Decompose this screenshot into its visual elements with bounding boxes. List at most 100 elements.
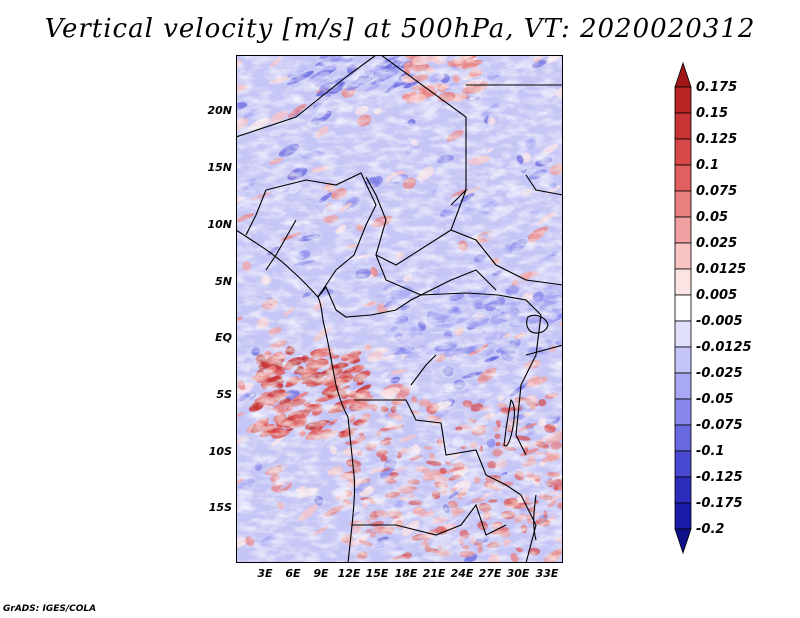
x-tick-label: 24E <box>450 567 474 580</box>
field-patch <box>416 166 435 182</box>
field-patch <box>538 418 547 427</box>
field-patch <box>357 450 363 456</box>
field-patch <box>482 412 496 420</box>
field-patch <box>412 334 423 345</box>
field-patch <box>553 484 559 491</box>
field-patch <box>308 372 325 382</box>
field-patch <box>267 365 277 372</box>
field-patch <box>310 110 332 126</box>
colorbar-label: -0.175 <box>696 496 743 511</box>
field-patch <box>394 499 406 510</box>
field-patch <box>316 420 327 429</box>
field-patch <box>453 480 472 492</box>
field-patch <box>493 191 501 199</box>
field-patch <box>408 293 420 300</box>
border-misc-1 <box>317 285 337 311</box>
field-patch <box>390 405 397 413</box>
field-patch <box>505 285 520 296</box>
field-patch <box>406 552 423 563</box>
field-patch <box>371 468 384 472</box>
field-patch <box>369 65 382 73</box>
field-patch <box>343 447 358 457</box>
y-tick-label: 10N <box>207 218 232 231</box>
field-patch <box>451 436 464 448</box>
field-patch <box>486 71 496 82</box>
colorbar <box>674 61 692 555</box>
field-patch <box>269 157 284 165</box>
colorbar-segment <box>674 190 692 218</box>
field-patch <box>286 70 314 85</box>
field-patch <box>274 478 288 485</box>
field-patch <box>329 445 337 455</box>
border-misc-3 <box>245 189 267 236</box>
field-patch <box>462 85 482 94</box>
y-tick-label: 15N <box>207 161 232 174</box>
field-patch <box>549 182 557 189</box>
field-patch <box>379 312 395 319</box>
field-patch <box>443 329 453 340</box>
field-patch <box>482 298 492 305</box>
field-patch <box>488 499 498 503</box>
field-patch <box>251 347 261 356</box>
field-patch <box>459 550 475 558</box>
field-patch <box>269 57 282 68</box>
colorbar-label: 0.0125 <box>696 262 747 277</box>
field-patch <box>306 379 325 387</box>
field-patch <box>376 536 390 542</box>
field-patch <box>521 459 537 467</box>
field-patch <box>542 254 553 261</box>
field-patch <box>453 58 463 65</box>
field-patch <box>288 183 302 195</box>
field-patch <box>449 293 464 302</box>
field-patch <box>298 504 318 522</box>
colorbar-label: -0.005 <box>696 314 743 329</box>
field-patch <box>442 504 450 514</box>
field-patch <box>480 201 502 210</box>
field-patch <box>460 204 477 217</box>
field-patch <box>291 391 309 402</box>
field-patch <box>500 407 511 415</box>
field-patch <box>356 403 373 410</box>
field-patch <box>353 480 371 495</box>
field-patch <box>495 441 501 447</box>
field-patch <box>534 477 541 482</box>
field-patch <box>477 546 483 554</box>
field-patch <box>426 312 451 324</box>
field-patch <box>329 85 344 94</box>
field-patch <box>515 435 531 441</box>
field-patch <box>547 500 557 508</box>
field-patch <box>546 55 562 64</box>
field-patch <box>525 401 539 407</box>
field-patch <box>323 434 338 443</box>
field-patch <box>432 183 449 196</box>
border-misc-2 <box>265 219 297 271</box>
field-patch <box>384 526 395 535</box>
field-patch <box>374 107 382 115</box>
field-patch <box>459 529 470 539</box>
field-patch <box>525 375 540 387</box>
field-patch <box>435 526 448 535</box>
field-patch <box>486 438 496 448</box>
field-patch <box>267 457 278 464</box>
field-patch <box>281 462 292 474</box>
field-patch <box>508 382 528 398</box>
field-patch <box>538 494 553 501</box>
field-patch <box>461 371 484 379</box>
field-patch <box>497 395 505 402</box>
colorbar-label: 0.1 <box>696 158 720 173</box>
field-patch <box>479 406 491 411</box>
field-patch <box>531 56 550 68</box>
field-patch <box>236 537 249 548</box>
field-patch <box>295 485 306 493</box>
footer-credit: GrADS: IGES/COLA <box>3 604 97 614</box>
field-patch <box>478 502 492 512</box>
field-patch <box>329 78 345 87</box>
field-patch <box>406 344 425 355</box>
field-patch <box>521 169 528 174</box>
field-patch <box>402 347 427 360</box>
field-patch <box>471 426 487 436</box>
colorbar-segment <box>674 216 692 244</box>
border-congo <box>335 294 422 318</box>
field-patch <box>428 72 443 84</box>
border-zambia <box>520 494 537 563</box>
